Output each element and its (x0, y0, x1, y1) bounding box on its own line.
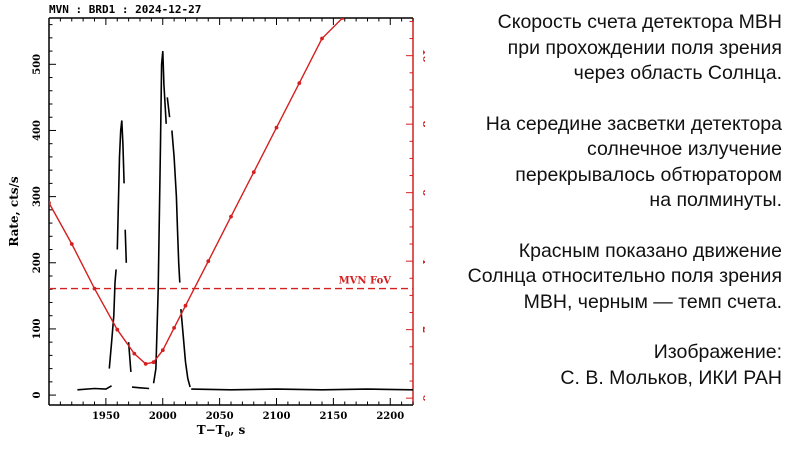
sun-angle-line (49, 18, 343, 365)
caption-line: На середине засветки детектора (485, 112, 782, 135)
caption: Скорость счета детектора МВН при прохожд… (425, 10, 782, 416)
caption-line: Скорость счета детектора МВН (497, 11, 782, 33)
y2-tick-label: 6 (420, 189, 425, 196)
x-axis-label-sub: 0 (225, 429, 231, 439)
caption-line: МВН, черным — темп счета. (523, 290, 782, 313)
rate-segment (124, 229, 128, 263)
x-tick-label: 2200 (376, 411, 404, 422)
sun-angle-point (251, 170, 256, 175)
sun-angle-point (206, 259, 211, 264)
y2-tick-label: 0 (420, 395, 425, 402)
rate-segment (152, 51, 167, 384)
y2-tick-label: 10 (420, 49, 425, 63)
x-tick-label: 2000 (149, 411, 177, 422)
sun-angle-point (132, 351, 137, 356)
caption-paragraph-4: Изображение: С. В. Мольков, ИКИ РАН (425, 340, 782, 391)
caption-line: солнечное излучение (586, 138, 782, 160)
sun-angle-point (183, 303, 188, 308)
sun-angle-point (49, 201, 51, 205)
sun-angle-point (320, 36, 324, 41)
x-tick-label: 2100 (263, 411, 291, 422)
caption-line: С. В. Мольков, ИКИ РАН (560, 366, 782, 389)
y-tick-label: 100 (32, 318, 43, 339)
sun-angle-point (229, 214, 233, 219)
sun-angle-point (69, 242, 74, 246)
rate-segment (131, 386, 150, 390)
fov-label: MVN FoV (339, 276, 392, 287)
sun-angle-point (115, 327, 120, 332)
rate-segment (191, 388, 413, 391)
sun-angle-point (274, 125, 279, 130)
x-tick-label: 1950 (92, 411, 120, 422)
caption-line: перекрывалось обтюратором (515, 163, 782, 186)
caption-line: Красным показано движение (518, 239, 782, 262)
y-tick-label: 0 (32, 392, 43, 399)
caption-line: через область Солнца. (573, 62, 782, 84)
sun-angle-point (160, 348, 165, 353)
caption-paragraph-1: Скорость счета детектора МВН при прохожд… (425, 10, 782, 87)
y-axis-label: Rate, cts/s (7, 176, 21, 247)
caption-line: Солнца относительно поля зрения (467, 265, 782, 287)
sun-angle-point (297, 81, 302, 85)
y-tick-label: 200 (32, 252, 43, 273)
x-tick-label: 2050 (206, 411, 234, 422)
sun-angle-series (49, 18, 345, 366)
sun-angle-point (340, 18, 345, 20)
y-tick-label: 300 (32, 186, 43, 207)
sun-angle-point (151, 360, 156, 365)
rate-segment (180, 309, 191, 388)
x-tick-label: 2150 (319, 411, 347, 422)
rate-segment (108, 269, 117, 369)
x-axis-label-unit: , s (230, 423, 245, 437)
chart: 1950 2000 2050 2100 2150 22000100200300400500… (7, 3, 425, 439)
caption-line: Изображение: (653, 341, 782, 363)
rate-segment (171, 130, 181, 283)
y-tick-label: 500 (32, 54, 43, 75)
y2-tick-label: 4 (420, 258, 425, 265)
chart-title: MVN : BRD1 : 2024-12-27 (49, 3, 201, 16)
caption-line: на полминуты. (649, 189, 782, 211)
x-axis-label-main: T−T (197, 423, 225, 437)
sun-angle-point (143, 362, 148, 366)
rate-segment (77, 385, 113, 391)
x-axis-label: T−T0, s (197, 423, 246, 439)
rate-segment (116, 120, 125, 250)
y2-tick-label: 2 (420, 326, 425, 333)
caption-paragraph-2: На середине засветки детектора солнечное… (425, 112, 782, 214)
caption-line: при прохождении поля зрения (507, 36, 782, 59)
rate-series (77, 51, 413, 391)
rate-segment (166, 97, 171, 118)
y2-tick-label: 8 (420, 121, 425, 128)
sun-angle-point (92, 286, 97, 291)
sun-angle-point (172, 326, 177, 330)
y-tick-label: 400 (32, 120, 43, 141)
caption-paragraph-3: Красным показано движение Солнца относит… (425, 239, 782, 316)
